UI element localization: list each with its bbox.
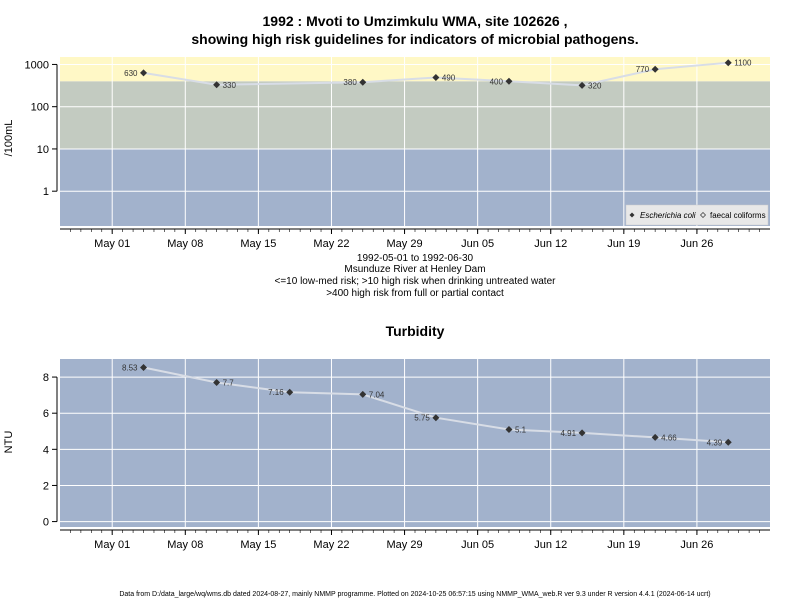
x-tick-label-2: May 15 [240, 238, 276, 250]
chart1-legend: Escherichia coli faecal coliforms [625, 204, 769, 226]
data-label-4: 5.75 [414, 414, 430, 423]
data-point-0 [140, 69, 148, 77]
x-tick-label-3: May 22 [313, 238, 349, 250]
data-point-3 [359, 390, 367, 398]
data-point-6 [578, 429, 586, 437]
data-point-7 [651, 433, 659, 441]
data-label-5: 320 [588, 81, 602, 90]
data-label-6: 770 [636, 65, 650, 74]
data-label-1: 330 [223, 81, 237, 90]
data-label-0: 630 [124, 69, 138, 78]
x-tick-label-6: Jun 12 [534, 539, 567, 551]
x-tick-label-6: Jun 12 [534, 238, 567, 250]
data-label-0: 8.53 [122, 363, 138, 372]
chart1-gridlines [60, 57, 770, 226]
data-point-3 [432, 74, 440, 82]
data-label-5: 5.1 [515, 425, 527, 434]
x-tick-label-2: May 15 [240, 539, 276, 551]
data-label-8: 4.39 [707, 438, 723, 447]
caption-guideline-contact: >400 high risk from full or partial cont… [326, 288, 504, 299]
legend-diamond-open-icon [700, 212, 706, 218]
risk-band-1 [60, 81, 770, 149]
x-tick-label-7: Jun 19 [607, 539, 640, 551]
legend-diamond-filled-icon [629, 212, 635, 218]
data-point-2 [359, 78, 367, 86]
series-line [143, 61, 729, 87]
x-tick-label-4: May 29 [387, 539, 423, 551]
x-tick-label-7: Jun 19 [607, 238, 640, 250]
data-point-7 [724, 59, 732, 67]
y-tick-label-3: 1000 [25, 59, 49, 71]
data-point-1 [213, 81, 221, 89]
chart1-title-line2: showing high risk guidelines for indicat… [191, 31, 638, 47]
footer-note: Data from D:/data_large/wq/wms.db dated … [119, 591, 710, 598]
data-point-4 [432, 414, 440, 422]
data-label-2: 7.16 [268, 388, 284, 397]
chart1-risk-bands [60, 57, 770, 226]
data-label-1: 7.7 [223, 378, 235, 387]
x-tick-label-0: May 01 [94, 539, 130, 551]
chart1-series-line [143, 61, 729, 87]
chart2-x-axis: May 01 May 08 May 15 May 22 May 29 Jun 05 Jun … [60, 529, 770, 551]
y-tick-label-0: 1 [43, 186, 49, 198]
legend-box [625, 204, 769, 226]
data-label-4: 400 [490, 77, 504, 86]
chart1-data-labels: 630 330 380 490 400 320 770 1100 [124, 59, 752, 91]
chart1-caption: 1992-05-01 to 1992-06-30 Msunduze River … [275, 253, 557, 299]
y-tick-label-2: 100 [31, 102, 49, 114]
chart2-title: Turbidity [386, 323, 445, 339]
data-label-6: 4.91 [560, 429, 576, 438]
data-point-6 [651, 65, 659, 73]
data-point-2 [286, 388, 294, 396]
caption-date-range: 1992-05-01 to 1992-06-30 [357, 253, 474, 264]
x-tick-label-5: Jun 05 [461, 539, 494, 551]
y-tick-label-2: 4 [43, 444, 49, 456]
x-tick-label-8: Jun 26 [680, 238, 713, 250]
chart2-gridlines [60, 359, 770, 527]
chart2-plot-background [60, 359, 770, 527]
x-tick-label-0: May 01 [94, 238, 130, 250]
legend-item-e-coli: Escherichia coli [640, 211, 696, 220]
data-label-7: 1100 [734, 59, 752, 68]
chart2-points [140, 363, 732, 446]
chart1-points [140, 59, 732, 89]
chart1-y-axis: 1 10 100 1000 [25, 59, 58, 198]
data-label-2: 380 [343, 78, 357, 87]
data-label-3: 7.04 [369, 390, 385, 399]
legend-item-faecal-coliforms: faecal coliforms [710, 211, 766, 220]
x-tick-label-3: May 22 [313, 539, 349, 551]
data-point-8 [724, 438, 732, 446]
data-point-5 [505, 425, 513, 433]
x-tick-label-8: Jun 26 [680, 539, 713, 551]
chart2-data-labels: 8.53 7.7 7.16 7.04 5.75 5.1 4.91 4.66 4.39 [122, 363, 723, 447]
y-tick-label-1: 10 [37, 144, 49, 156]
caption-guideline-drinking: <=10 low-med risk; >10 high risk when dr… [275, 276, 557, 287]
data-point-1 [213, 378, 221, 386]
caption-site-name: Msunduze River at Henley Dam [344, 264, 485, 275]
x-tick-label-4: May 29 [387, 238, 423, 250]
chart1-title-line1: 1992 : Mvoti to Umzimkulu WMA, site 1026… [263, 13, 568, 29]
data-label-7: 4.66 [661, 433, 677, 442]
y-tick-label-4: 8 [43, 372, 49, 384]
data-label-3: 490 [442, 74, 456, 83]
chart2-panel: 8.53 7.7 7.16 7.04 5.75 5.1 4.91 4.66 4.39 May 0… [43, 359, 770, 551]
chart2-y-axis: 0 2 4 6 8 [43, 372, 58, 529]
x-tick-label-1: May 08 [167, 539, 203, 551]
chart2-y-axis-label: NTU [3, 431, 15, 454]
data-point-4 [505, 77, 513, 85]
y-tick-label-1: 2 [43, 480, 49, 492]
chart1-y-axis-label: /100mL [3, 120, 15, 157]
data-point-0 [140, 363, 148, 371]
chart1-x-axis: May 01 May 08 May 15 May 22 May 29 Jun 05 Jun … [60, 228, 770, 250]
y-tick-label-0: 0 [43, 517, 49, 529]
x-tick-label-5: Jun 05 [461, 238, 494, 250]
y-tick-label-3: 6 [43, 408, 49, 420]
data-point-5 [578, 81, 586, 89]
x-tick-label-1: May 08 [167, 238, 203, 250]
